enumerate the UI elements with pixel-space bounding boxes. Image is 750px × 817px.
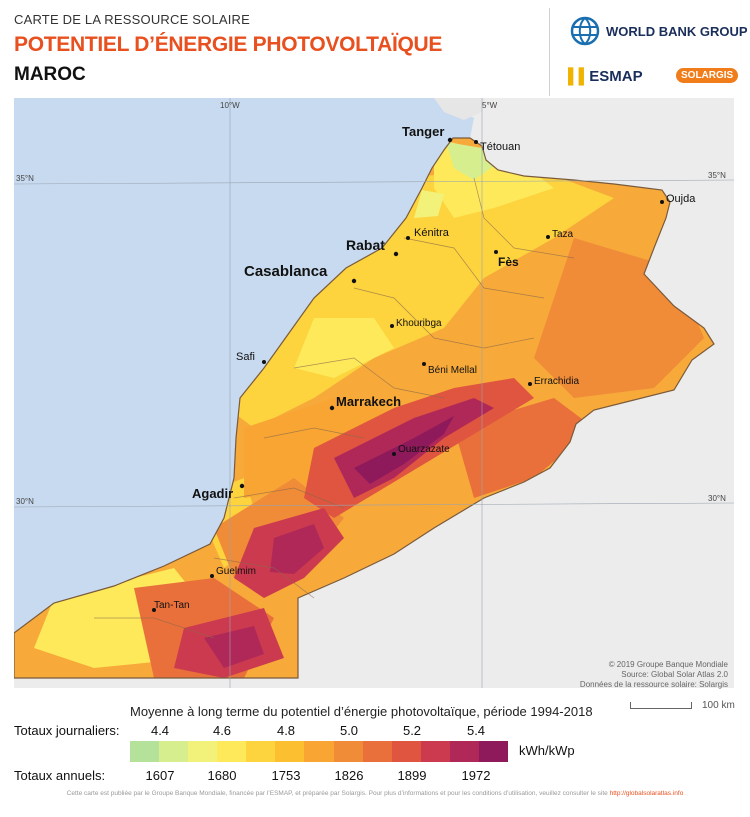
legend-swatch bbox=[188, 741, 218, 762]
lat-label-35n-right: 35°N bbox=[708, 171, 726, 180]
credit-copyright: © 2019 Groupe Banque Mondiale bbox=[608, 660, 728, 669]
legend-swatch bbox=[246, 741, 276, 762]
legend-swatch bbox=[420, 741, 451, 762]
credit-source: Source: Global Solar Atlas 2.0 bbox=[621, 670, 728, 679]
regional-borders bbox=[94, 177, 575, 639]
legend-swatch bbox=[333, 741, 364, 762]
city-safi: Safi bbox=[236, 351, 255, 363]
country-name: MAROC bbox=[14, 64, 86, 85]
daily-tick-4-4: 4.4 bbox=[150, 723, 170, 738]
legend-swatch bbox=[130, 741, 160, 762]
city-marrakech: Marrakech bbox=[336, 394, 401, 409]
daily-tick-5-0: 5.0 bbox=[339, 723, 359, 738]
lon-label-10w: 10°W bbox=[220, 101, 240, 110]
daily-tick-4-6: 4.6 bbox=[212, 723, 232, 738]
lat-label-30n-right: 30°N bbox=[708, 494, 726, 503]
legend-title: Moyenne à long terme du potentiel d’éner… bbox=[130, 704, 593, 719]
annual-tick-1607: 1607 bbox=[145, 768, 175, 783]
city-casablanca: Casablanca bbox=[244, 263, 328, 280]
esmap-mark-icon: ▌▌ bbox=[568, 68, 590, 85]
annual-tick-1753: 1753 bbox=[271, 768, 301, 783]
scale-label: 100 km bbox=[702, 700, 735, 711]
sahara-land bbox=[14, 678, 298, 688]
annual-tick-1972: 1972 bbox=[461, 768, 491, 783]
city-tetouan: Tétouan bbox=[480, 141, 520, 153]
daily-tick-5-4: 5.4 bbox=[466, 723, 486, 738]
city-tanger: Tanger bbox=[402, 124, 444, 139]
city-taza: Taza bbox=[552, 229, 574, 240]
unit-label: kWh/kWp bbox=[519, 743, 575, 758]
country-border bbox=[14, 137, 715, 679]
city-oujda: Oujda bbox=[666, 193, 696, 205]
city-khouribga: Khouribga bbox=[396, 318, 442, 329]
lon-label-5w: 5°W bbox=[482, 101, 498, 110]
lat-label-30n-left: 30°N bbox=[16, 497, 34, 506]
legend-swatch bbox=[159, 741, 189, 762]
city-labels: Tanger Tétouan Oujda Kénitra Taza Rabat … bbox=[152, 124, 696, 612]
world-bank-logo: WORLD BANK GROUP bbox=[570, 16, 748, 46]
spain-land bbox=[434, 98, 484, 120]
daily-totals-label: Totaux journaliers: bbox=[14, 723, 120, 738]
city-kenitra: Kénitra bbox=[414, 227, 450, 239]
annual-tick-1680: 1680 bbox=[207, 768, 237, 783]
city-ouarzazate: Ouarzazate bbox=[398, 444, 450, 455]
solar-potential-map: 10°W 5°W 35°N 35°N 30°N 30°N Tanger Této… bbox=[14, 98, 734, 688]
city-tan-tan: Tan-Tan bbox=[154, 600, 190, 611]
map-title: POTENTIEL D’ÉNERGIE PHOTOVOLTAÏQUE bbox=[14, 33, 443, 56]
legend-swatch bbox=[478, 741, 509, 762]
city-guelmim: Guelmim bbox=[216, 566, 256, 577]
city-fes: Fès bbox=[498, 255, 519, 269]
footer-text: Cette carte est publiée par le Groupe Ba… bbox=[66, 790, 608, 797]
scale-bar bbox=[630, 702, 692, 709]
annual-tick-1899: 1899 bbox=[397, 768, 427, 783]
footer-link[interactable]: http://globalsolaratlas.info bbox=[609, 790, 684, 797]
city-errachidia: Errachidia bbox=[534, 376, 579, 387]
annual-totals-label: Totaux annuels: bbox=[14, 768, 106, 783]
legend-swatch bbox=[217, 741, 247, 762]
solargis-logo: SOLARGIS bbox=[676, 68, 739, 83]
legend-swatch bbox=[449, 741, 480, 762]
legend-swatch bbox=[275, 741, 305, 762]
world-bank-wordmark: WORLD BANK GROUP bbox=[606, 23, 748, 39]
legend-swatch bbox=[391, 741, 422, 762]
esmap-logo: ▌▌ESMAP bbox=[568, 68, 643, 85]
neighbour-land bbox=[298, 98, 734, 688]
graticule bbox=[14, 98, 734, 688]
legend-swatch bbox=[304, 741, 335, 762]
legend-swatch bbox=[362, 741, 393, 762]
footer-note: Cette carte est publiée par le Groupe Ba… bbox=[0, 790, 750, 797]
credit-data: Données de la ressource solaire: Solargi… bbox=[579, 680, 728, 689]
daily-tick-4-8: 4.8 bbox=[276, 723, 296, 738]
globe-icon bbox=[570, 16, 600, 46]
esmap-wordmark: ESMAP bbox=[589, 68, 643, 85]
city-rabat: Rabat bbox=[346, 237, 385, 253]
map-subtitle: CARTE DE LA RESSOURCE SOLAIRE bbox=[14, 12, 251, 27]
annual-tick-1826: 1826 bbox=[334, 768, 364, 783]
city-agadir: Agadir bbox=[192, 486, 233, 501]
lat-label-35n-left: 35°N bbox=[16, 174, 34, 183]
daily-tick-5-2: 5.2 bbox=[402, 723, 422, 738]
header-divider bbox=[549, 8, 550, 96]
city-beni-mellal: Béni Mellal bbox=[428, 365, 477, 376]
